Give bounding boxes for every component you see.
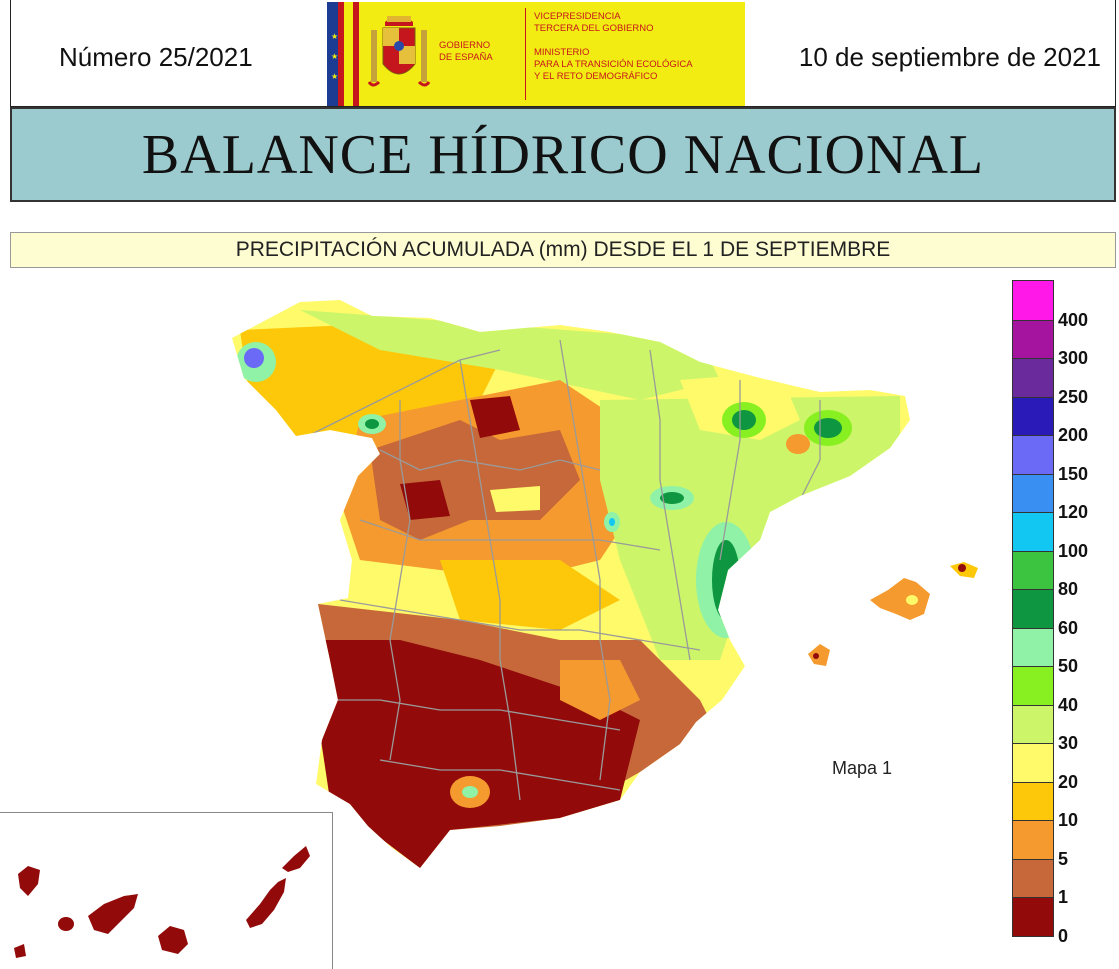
bulletin-date: 10 de septiembre de 2021 xyxy=(798,42,1101,72)
title-banner: BALANCE HÍDRICO NACIONAL xyxy=(10,107,1116,202)
map-subtitle: PRECIPITACIÓN ACUMULADA (mm) DESDE EL 1 … xyxy=(10,232,1116,268)
legend-swatch-20 xyxy=(1013,743,1053,782)
balearic-islands xyxy=(808,562,978,666)
legend-label-250: 250 xyxy=(1058,386,1089,407)
legend-swatch-5 xyxy=(1013,820,1053,859)
coat-of-arms-icon xyxy=(359,2,439,106)
legend-label-120: 120 xyxy=(1058,502,1089,522)
legend-swatch-200 xyxy=(1013,396,1053,435)
legend-swatch-50 xyxy=(1013,627,1053,666)
legend-swatch-30 xyxy=(1013,704,1053,743)
legend-label-20: 20 xyxy=(1058,771,1079,792)
legend-label-5: 5 xyxy=(1058,848,1069,869)
canary-islands xyxy=(14,846,310,958)
legend-swatch-300 xyxy=(1013,319,1053,358)
legend-swatch-120 xyxy=(1013,473,1053,512)
header-bar: Número 25/2021 ★ ★ ★ GOBIERNO DE ESPAÑA xyxy=(10,0,1116,107)
ministry-text: VICEPRESIDENCIA TERCERA DEL GOBIERNO MIN… xyxy=(534,11,693,82)
legend-swatch-400 xyxy=(1013,281,1053,320)
legend-swatch-40 xyxy=(1013,666,1053,705)
gobierno-text: GOBIERNO DE ESPAÑA xyxy=(439,40,493,63)
eu-spain-flag-icon: ★ ★ ★ xyxy=(327,2,360,106)
legend-swatch-150 xyxy=(1013,435,1053,474)
legend-label-100: 100 xyxy=(1058,540,1089,561)
legend-label-80: 80 xyxy=(1058,579,1079,599)
legend-swatch-0 xyxy=(1013,897,1053,936)
legend-color-bar xyxy=(1012,280,1054,937)
legend-label-150: 150 xyxy=(1058,463,1089,484)
legend-label-300: 300 xyxy=(1058,348,1089,368)
legend-swatch-80 xyxy=(1013,550,1053,589)
government-logo: ★ ★ ★ GOBIERNO DE ESPAÑA VICEPRESIDENC xyxy=(327,2,745,106)
legend-label-1: 1 xyxy=(1058,887,1069,907)
peninsula xyxy=(232,300,910,868)
legend-label-400: 400 xyxy=(1058,309,1089,330)
legend: 400 300 250 200 150 120 100 80 60 50 40 30 20 10 5 1 0 xyxy=(1012,280,1118,946)
legend-swatch-1 xyxy=(1013,858,1053,897)
legend-label-0: 0 xyxy=(1058,925,1069,946)
legend-swatch-100 xyxy=(1013,512,1053,551)
canary-inset-frame xyxy=(0,812,333,969)
precipitation-map xyxy=(14,300,978,958)
legend-label-50: 50 xyxy=(1058,656,1079,676)
legend-swatch-10 xyxy=(1013,781,1053,820)
legend-label-200: 200 xyxy=(1058,425,1089,445)
legend-label-40: 40 xyxy=(1058,694,1079,715)
map-number-label: Mapa 1 xyxy=(832,758,893,778)
legend-label-10: 10 xyxy=(1058,810,1079,830)
legend-label-30: 30 xyxy=(1058,733,1079,753)
issue-number: Número 25/2021 xyxy=(59,42,253,72)
legend-swatch-60 xyxy=(1013,589,1053,628)
legend-swatch-250 xyxy=(1013,358,1053,397)
legend-label-60: 60 xyxy=(1058,617,1079,638)
page-title: BALANCE HÍDRICO NACIONAL xyxy=(141,123,985,186)
